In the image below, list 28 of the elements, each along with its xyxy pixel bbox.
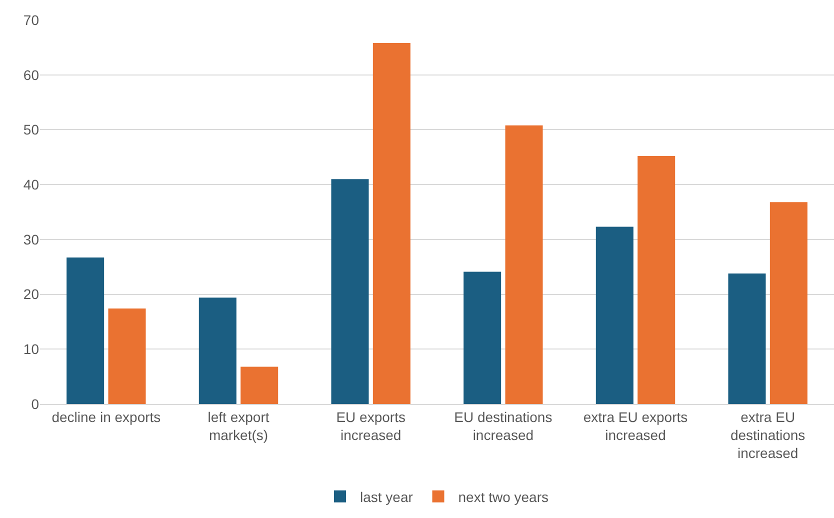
bar	[198, 298, 236, 404]
legend-label: last year	[360, 488, 414, 505]
bar	[638, 156, 676, 404]
y-tick-label: 40	[23, 176, 40, 192]
bar	[728, 273, 766, 404]
y-tick-label: 70	[23, 12, 40, 28]
x-tick-label: left export market(s)	[208, 408, 270, 443]
bar	[596, 226, 634, 404]
bar	[505, 125, 543, 404]
bar	[372, 43, 410, 404]
legend-label: next two years	[458, 488, 549, 505]
x-tick-label: decline in exports	[52, 408, 161, 425]
x-tick-label: extra EU exports increased	[583, 408, 688, 443]
x-tick-label: EU exports increased	[336, 408, 406, 443]
y-tick-label: 0	[31, 396, 40, 412]
y-tick-label: 60	[23, 66, 40, 83]
x-tick-label: EU destinations increased	[454, 408, 552, 443]
bar	[464, 272, 502, 404]
bar	[108, 308, 146, 404]
y-tick-label: 20	[23, 286, 40, 302]
bar	[240, 366, 278, 404]
y-tick-label: 50	[23, 122, 40, 138]
x-tick-label: extra EU destinations increased	[730, 408, 806, 462]
bar	[331, 179, 369, 404]
y-tick-label: 10	[23, 341, 40, 358]
y-tick-label: 30	[23, 231, 40, 248]
bar	[770, 202, 808, 404]
bar	[66, 258, 104, 404]
